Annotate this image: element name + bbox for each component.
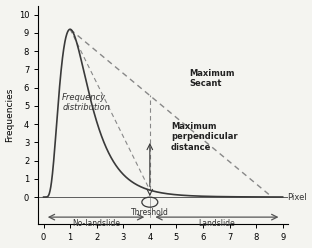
Text: Pixel: Pixel: [287, 192, 306, 202]
Y-axis label: Frequencies: Frequencies: [6, 88, 15, 142]
Text: Frequency
distribution: Frequency distribution: [62, 93, 110, 112]
Text: Maximum
perpendicular
distance: Maximum perpendicular distance: [171, 122, 238, 152]
Text: Landslide: Landslide: [198, 219, 235, 228]
Text: No-landslide: No-landslide: [73, 219, 121, 228]
Text: Threshold: Threshold: [131, 208, 169, 217]
Text: Maximum
Secant: Maximum Secant: [190, 69, 235, 88]
